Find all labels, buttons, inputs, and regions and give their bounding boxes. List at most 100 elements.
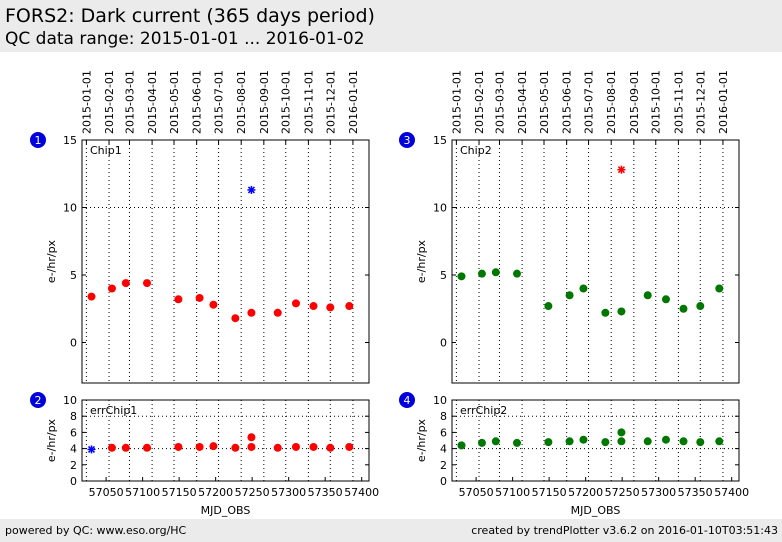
footer-powered-by: powered by QC: www.eso.org/HC xyxy=(5,524,187,537)
x-tick-label: 57350 xyxy=(678,486,713,499)
panel-number: 4 xyxy=(404,394,411,407)
y-tick-label: 10 xyxy=(433,202,447,215)
x-tick-label: 57050 xyxy=(459,486,494,499)
y-tick-label: 6 xyxy=(70,426,77,439)
y-tick-label: 8 xyxy=(70,410,77,423)
x-tick-label: 57100 xyxy=(125,486,160,499)
y-tick-label: 10 xyxy=(63,202,77,215)
data-point xyxy=(696,438,705,447)
footer-created-by: created by trendPlotter v3.6.2 on 2016-0… xyxy=(471,524,778,537)
x-tick-label: 57300 xyxy=(641,486,676,499)
top-date-label: 2015-04-01 xyxy=(146,70,159,134)
data-point xyxy=(661,295,670,304)
top-date-label: 2015-03-01 xyxy=(123,70,136,134)
top-date-label: 2015-05-01 xyxy=(168,70,181,134)
report-footer: powered by QC: www.eso.org/HC created by… xyxy=(0,519,782,542)
y-tick-label: 0 xyxy=(70,337,77,350)
data-point xyxy=(174,295,183,304)
data-point-star xyxy=(617,165,626,174)
top-date-label: 2015-04-01 xyxy=(516,70,529,134)
data-point xyxy=(491,437,500,446)
data-point xyxy=(291,299,300,308)
data-point xyxy=(579,284,588,293)
data-point xyxy=(142,443,151,452)
data-point xyxy=(231,443,240,452)
top-date-label: 2015-10-01 xyxy=(280,70,293,134)
data-point xyxy=(326,303,335,312)
data-point xyxy=(679,437,688,446)
data-point xyxy=(247,433,256,442)
data-point xyxy=(601,308,610,317)
top-date-label: 2015-01-01 xyxy=(80,70,93,134)
plot-frame xyxy=(81,399,370,482)
top-date-label: 2015-12-01 xyxy=(694,70,707,134)
plot-frame xyxy=(451,139,740,384)
x-tick-label: 57250 xyxy=(235,486,270,499)
x-tick-label: 57300 xyxy=(271,486,306,499)
y-tick-label: 15 xyxy=(63,134,77,147)
y-tick-label: 10 xyxy=(433,394,447,407)
data-point xyxy=(209,300,218,309)
data-point xyxy=(345,442,354,451)
data-point xyxy=(617,428,626,437)
data-point xyxy=(715,437,724,446)
top-date-label: 2015-06-01 xyxy=(561,70,574,134)
x-tick-label: 57150 xyxy=(532,486,567,499)
data-point xyxy=(247,308,256,317)
panel-number: 1 xyxy=(35,134,42,147)
data-point xyxy=(512,438,521,447)
y-tick-label: 15 xyxy=(433,134,447,147)
data-point xyxy=(617,307,626,316)
data-point xyxy=(247,442,256,451)
x-tick-label: 57150 xyxy=(162,486,197,499)
data-point xyxy=(696,302,705,311)
panel-number: 3 xyxy=(404,134,411,147)
top-date-label: 2015-02-01 xyxy=(103,70,116,134)
data-point xyxy=(679,304,688,313)
data-point xyxy=(601,438,610,447)
top-date-label: 2016-01-01 xyxy=(717,70,730,134)
x-tick-label: 57250 xyxy=(605,486,640,499)
y-tick-label: 5 xyxy=(440,269,447,282)
top-date-label: 2015-09-01 xyxy=(258,70,271,134)
x-tick-label: 57100 xyxy=(495,486,530,499)
data-point xyxy=(107,284,116,293)
y-tick-label: 4 xyxy=(440,443,447,456)
report-header: FORS2: Dark current (365 days period) QC… xyxy=(0,0,782,52)
y-tick-label: 2 xyxy=(70,459,77,472)
y-tick-label: 0 xyxy=(440,475,447,488)
panel-number-badge xyxy=(399,132,415,148)
data-point xyxy=(107,443,116,452)
top-date-label: 2015-02-01 xyxy=(473,70,486,134)
data-point xyxy=(195,442,204,451)
y-tick-label: 2 xyxy=(440,459,447,472)
x-tick-label: 57400 xyxy=(344,486,379,499)
top-date-label: 2015-12-01 xyxy=(324,70,337,134)
data-point xyxy=(544,438,553,447)
data-point xyxy=(643,437,652,446)
data-point xyxy=(477,269,486,278)
x-tick-label: 57200 xyxy=(198,486,233,499)
data-point xyxy=(121,443,130,452)
data-point xyxy=(309,302,318,311)
top-date-label: 2015-08-01 xyxy=(235,70,248,134)
panel-number-badge xyxy=(30,132,46,148)
panel-label: Chip1 xyxy=(90,144,122,157)
y-axis-label: e-/hr/px xyxy=(415,418,428,462)
data-point xyxy=(512,269,521,278)
top-date-label: 2015-03-01 xyxy=(493,70,506,134)
x-tick-label: 57400 xyxy=(714,486,749,499)
data-point xyxy=(345,302,354,311)
top-date-label: 2015-07-01 xyxy=(583,70,596,134)
data-point xyxy=(121,279,130,288)
top-date-label: 2015-08-01 xyxy=(605,70,618,134)
data-point xyxy=(579,435,588,444)
y-axis-label: e-/hr/px xyxy=(415,239,428,283)
top-date-label: 2015-01-01 xyxy=(450,70,463,134)
y-axis-label: e-/hr/px xyxy=(45,239,58,283)
y-tick-label: 5 xyxy=(70,269,77,282)
top-date-label: 2015-07-01 xyxy=(213,70,226,134)
data-point xyxy=(457,272,466,281)
x-axis-label: MJD_OBS xyxy=(201,504,251,517)
